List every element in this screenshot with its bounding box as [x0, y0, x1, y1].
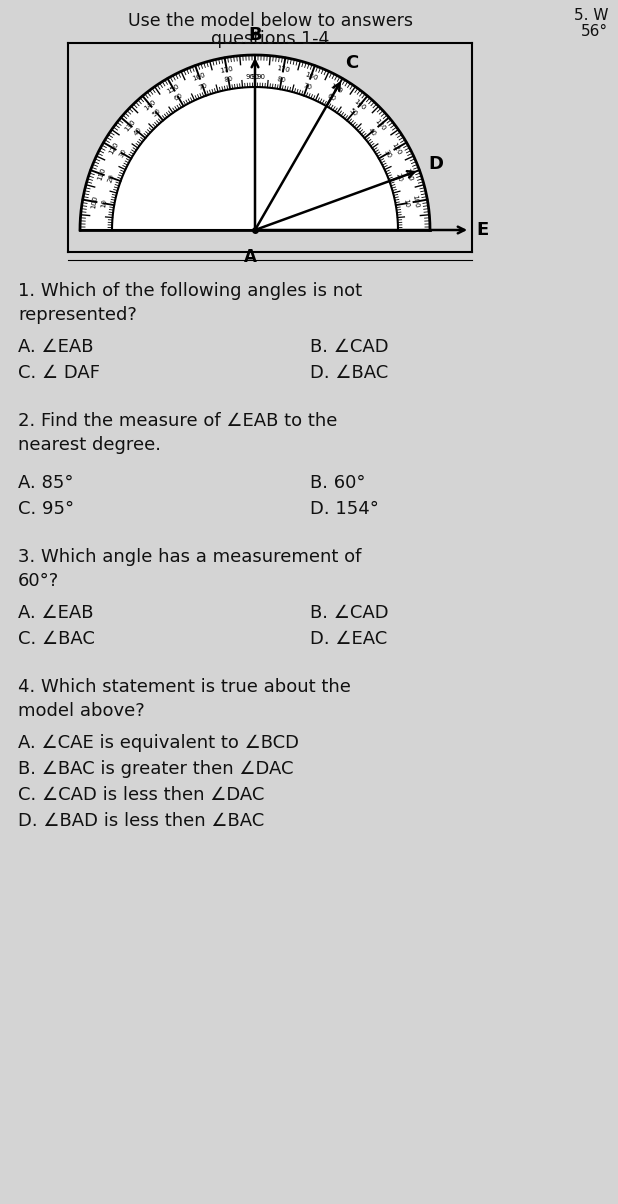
Text: C. ∠CAD is less then ∠DAC: C. ∠CAD is less then ∠DAC: [18, 786, 265, 804]
Polygon shape: [80, 55, 430, 230]
Text: 160: 160: [303, 72, 318, 82]
Text: 100: 100: [412, 195, 420, 208]
Text: D. ∠BAC: D. ∠BAC: [310, 364, 388, 382]
Text: D. ∠EAC: D. ∠EAC: [310, 630, 387, 648]
Text: 30: 30: [383, 148, 392, 159]
Text: 56°: 56°: [581, 24, 608, 39]
Text: 110: 110: [403, 167, 413, 182]
Text: 5. W: 5. W: [574, 8, 608, 23]
Text: 150: 150: [166, 83, 181, 95]
Text: nearest degree.: nearest degree.: [18, 436, 161, 454]
Text: 60: 60: [326, 93, 337, 102]
Text: 120: 120: [108, 141, 120, 155]
Text: 2. Find the measure of ∠EAB to the: 2. Find the measure of ∠EAB to the: [18, 412, 337, 430]
Text: 20: 20: [107, 172, 116, 183]
Text: C. ∠ DAF: C. ∠ DAF: [18, 364, 100, 382]
Text: questions 1-4: questions 1-4: [211, 30, 329, 48]
Text: 60: 60: [173, 93, 184, 102]
Text: 50: 50: [151, 107, 162, 118]
Text: Use the model below to answers: Use the model below to answers: [127, 12, 412, 30]
Text: 130: 130: [373, 118, 386, 132]
Text: 100: 100: [90, 195, 99, 208]
Text: 60°?: 60°?: [18, 572, 59, 590]
Text: 80: 80: [224, 76, 234, 83]
Text: 130: 130: [124, 118, 137, 132]
Text: 3. Which angle has a measurement of: 3. Which angle has a measurement of: [18, 548, 362, 566]
Text: 4. Which statement is true about the: 4. Which statement is true about the: [18, 678, 351, 696]
Text: A: A: [243, 248, 256, 266]
Text: model above?: model above?: [18, 702, 145, 720]
Text: A. 85°: A. 85°: [18, 474, 74, 492]
Text: 1. Which of the following angles is not: 1. Which of the following angles is not: [18, 282, 362, 300]
Text: 150: 150: [329, 83, 344, 95]
Text: 40: 40: [133, 126, 143, 137]
Text: B. ∠BAC is greater then ∠DAC: B. ∠BAC is greater then ∠DAC: [18, 760, 294, 778]
Text: D. 154°: D. 154°: [310, 500, 379, 518]
Text: B: B: [248, 26, 262, 45]
Text: B. ∠CAD: B. ∠CAD: [310, 604, 389, 622]
Text: 70: 70: [302, 82, 313, 90]
Text: 80: 80: [277, 76, 287, 83]
Text: E: E: [476, 222, 488, 240]
Text: 20: 20: [394, 172, 403, 183]
Text: 40: 40: [367, 126, 378, 137]
Text: 50: 50: [348, 107, 358, 118]
Text: C: C: [345, 54, 358, 72]
Text: 120: 120: [390, 141, 402, 155]
Text: 110: 110: [96, 167, 107, 182]
Text: 170: 170: [276, 65, 290, 73]
Text: represented?: represented?: [18, 306, 137, 324]
Text: A. ∠CAE is equivalent to ∠BCD: A. ∠CAE is equivalent to ∠BCD: [18, 734, 299, 752]
Text: 10: 10: [402, 199, 409, 208]
Text: 140: 140: [143, 99, 157, 112]
Text: C. ∠BAC: C. ∠BAC: [18, 630, 95, 648]
Text: 10: 10: [101, 199, 108, 208]
Text: B. 60°: B. 60°: [310, 474, 365, 492]
Text: A. ∠EAB: A. ∠EAB: [18, 338, 93, 356]
Text: D: D: [429, 155, 444, 173]
Text: 160: 160: [192, 72, 206, 82]
Text: 70: 70: [197, 82, 208, 90]
Text: 90: 90: [250, 73, 260, 79]
Text: 170: 170: [219, 65, 234, 73]
Text: 30: 30: [117, 148, 127, 159]
Text: 90: 90: [256, 73, 266, 79]
Text: 90: 90: [245, 73, 255, 79]
Text: C. 95°: C. 95°: [18, 500, 74, 518]
Text: B. ∠CAD: B. ∠CAD: [310, 338, 389, 356]
Text: A. ∠EAB: A. ∠EAB: [18, 604, 93, 622]
Text: 140: 140: [353, 99, 367, 112]
Text: D. ∠BAD is less then ∠BAC: D. ∠BAD is less then ∠BAC: [18, 811, 265, 830]
